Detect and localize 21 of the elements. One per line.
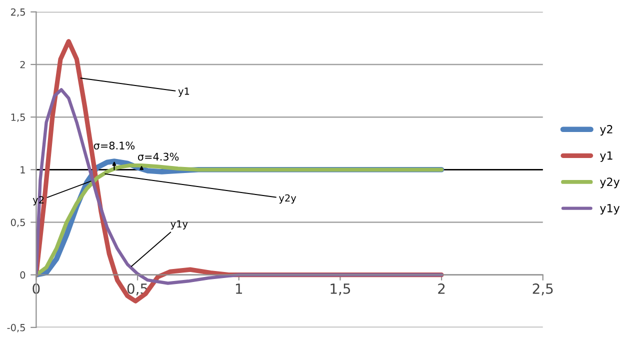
y-tick-label: 0,5 <box>10 218 25 228</box>
x-tick-label: 2 <box>438 283 445 294</box>
annotation: σ=4.3% <box>138 152 179 161</box>
y-tick-label: 1,5 <box>11 114 25 122</box>
annotation: y1y <box>170 220 188 230</box>
legend-label: y2y <box>600 178 620 188</box>
y-tick-label: 0 <box>20 271 26 279</box>
annotation: y2y <box>279 194 296 204</box>
legend-label: y1 <box>600 151 612 162</box>
y-tick-label: 2 <box>20 60 25 68</box>
x-tick-label: 1,5 <box>330 284 350 296</box>
annotation: y2 <box>32 196 44 206</box>
x-tick-label: 2,5 <box>532 283 553 296</box>
legend-label: y2 <box>600 125 612 136</box>
y-tick-label: 2,5 <box>11 8 25 17</box>
x-tick-label: 1 <box>236 284 242 294</box>
y-tick-label: -0,5 <box>7 324 25 332</box>
legend-label: y1y <box>600 204 620 214</box>
annotation: σ=8.1% <box>94 142 135 150</box>
annotation: y1 <box>178 88 190 97</box>
y-tick-label: 1 <box>20 166 25 174</box>
